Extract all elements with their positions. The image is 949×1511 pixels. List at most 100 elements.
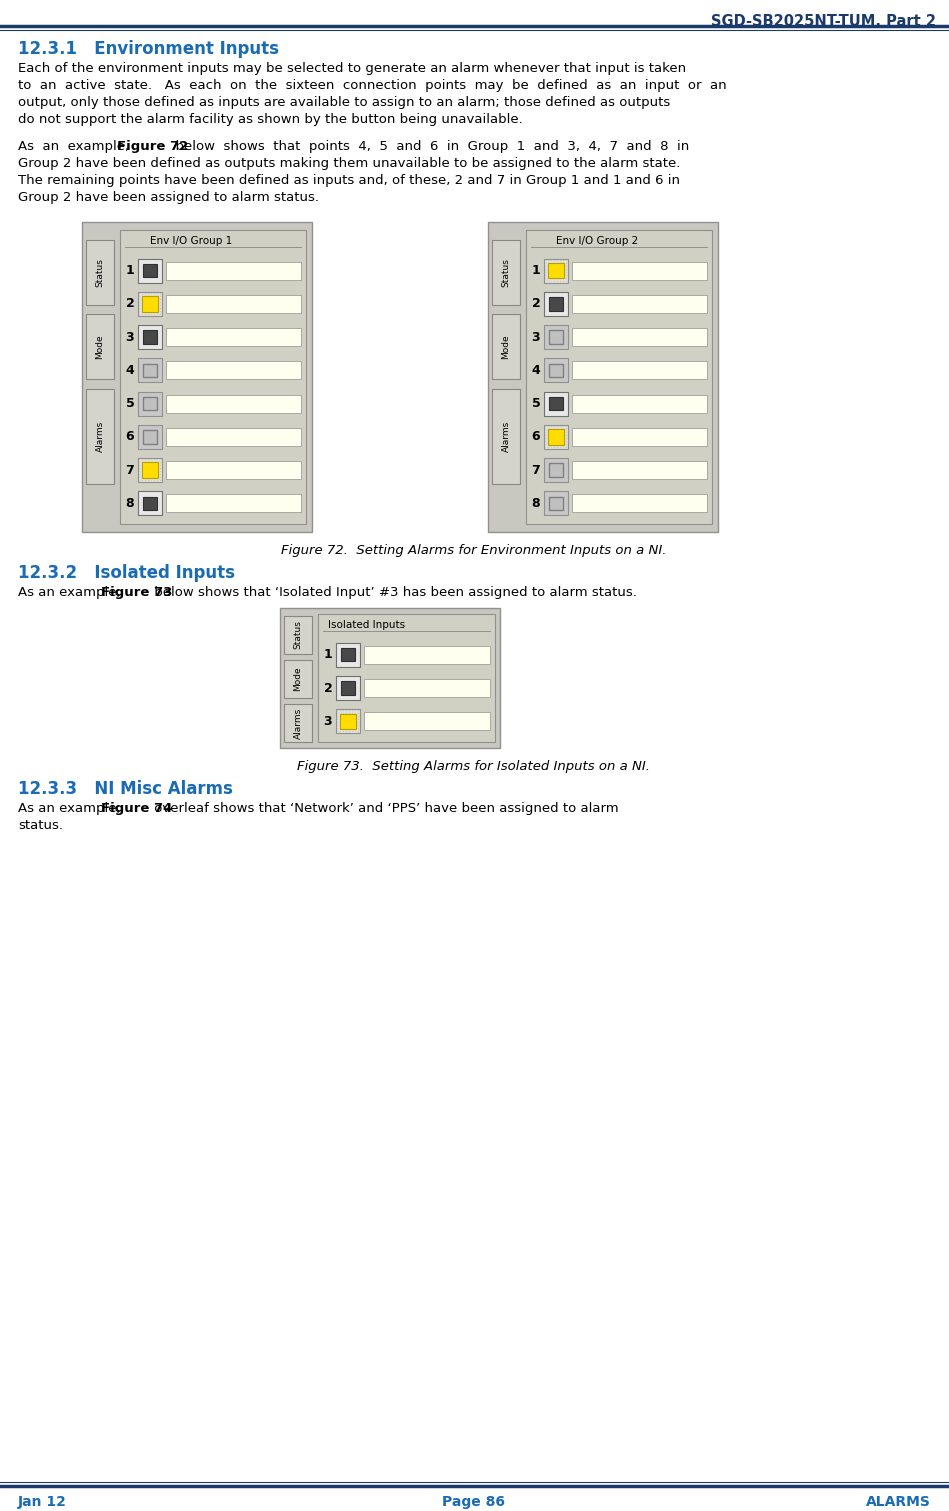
FancyBboxPatch shape [544,325,568,349]
Text: Figure 74: Figure 74 [101,802,172,814]
FancyBboxPatch shape [549,364,563,378]
FancyBboxPatch shape [336,675,360,700]
FancyBboxPatch shape [284,704,312,742]
FancyBboxPatch shape [544,258,568,283]
FancyBboxPatch shape [364,678,490,697]
Text: Group 2 have been defined as outputs making them unavailable to be assigned to t: Group 2 have been defined as outputs mak… [18,157,680,171]
FancyBboxPatch shape [86,240,114,305]
Text: 6: 6 [531,431,540,443]
FancyBboxPatch shape [86,314,114,379]
FancyBboxPatch shape [166,394,301,413]
Text: ALARMS: ALARMS [866,1494,931,1509]
FancyBboxPatch shape [138,391,162,416]
Text: 5: 5 [125,397,135,409]
FancyBboxPatch shape [86,388,114,484]
Text: 4: 4 [531,364,540,376]
Text: 2: 2 [125,298,135,310]
Text: 2: 2 [531,298,540,310]
FancyBboxPatch shape [544,425,568,449]
FancyBboxPatch shape [336,709,360,733]
FancyBboxPatch shape [138,325,162,349]
FancyBboxPatch shape [572,428,707,446]
FancyBboxPatch shape [572,494,707,512]
FancyBboxPatch shape [549,331,563,345]
Text: 12.3.1   Environment Inputs: 12.3.1 Environment Inputs [18,39,279,57]
Text: 6: 6 [125,431,135,443]
FancyBboxPatch shape [138,292,162,316]
FancyBboxPatch shape [166,295,301,313]
FancyBboxPatch shape [549,497,563,511]
FancyBboxPatch shape [341,713,356,728]
Text: 7: 7 [125,464,135,476]
Text: As an example,: As an example, [18,586,125,598]
FancyBboxPatch shape [284,616,312,654]
FancyBboxPatch shape [138,425,162,449]
FancyBboxPatch shape [549,397,563,411]
FancyBboxPatch shape [492,314,520,379]
Text: Isolated Inputs: Isolated Inputs [328,620,405,630]
FancyBboxPatch shape [336,642,360,666]
FancyBboxPatch shape [342,648,355,662]
Text: below shows that ‘Isolated Input’ #3 has been assigned to alarm status.: below shows that ‘Isolated Input’ #3 has… [151,586,638,598]
FancyBboxPatch shape [572,328,707,346]
FancyBboxPatch shape [143,264,157,278]
Text: Status: Status [96,258,104,287]
Text: Figure 73.  Setting Alarms for Isolated Inputs on a NI.: Figure 73. Setting Alarms for Isolated I… [297,760,650,774]
FancyBboxPatch shape [572,394,707,413]
FancyBboxPatch shape [549,298,563,311]
FancyBboxPatch shape [572,295,707,313]
FancyBboxPatch shape [143,364,157,378]
Text: Figure 73: Figure 73 [101,586,172,598]
FancyBboxPatch shape [143,397,157,411]
Text: overleaf shows that ‘Network’ and ‘PPS’ have been assigned to alarm: overleaf shows that ‘Network’ and ‘PPS’ … [151,802,619,814]
FancyBboxPatch shape [549,263,564,278]
FancyBboxPatch shape [544,491,568,515]
FancyBboxPatch shape [143,497,157,511]
FancyBboxPatch shape [544,391,568,416]
Text: output, only those defined as inputs are available to assign to an alarm; those : output, only those defined as inputs are… [18,97,670,109]
Text: Figure 72.  Setting Alarms for Environment Inputs on a NI.: Figure 72. Setting Alarms for Environmen… [281,544,667,558]
FancyBboxPatch shape [572,261,707,280]
Text: 7: 7 [531,464,540,476]
Text: The remaining points have been defined as inputs and, of these, 2 and 7 in Group: The remaining points have been defined a… [18,174,680,187]
FancyBboxPatch shape [138,358,162,382]
FancyBboxPatch shape [166,261,301,280]
FancyBboxPatch shape [572,461,707,479]
Text: Figure 72: Figure 72 [118,141,189,153]
Text: to  an  active  state.   As  each  on  the  sixteen  connection  points  may  be: to an active state. As each on the sixte… [18,79,727,92]
FancyBboxPatch shape [138,491,162,515]
Text: 12.3.3   NI Misc Alarms: 12.3.3 NI Misc Alarms [18,780,233,798]
FancyBboxPatch shape [544,458,568,482]
Text: 5: 5 [531,397,540,409]
FancyBboxPatch shape [549,429,564,444]
FancyBboxPatch shape [364,645,490,663]
Text: 3: 3 [125,331,135,343]
Text: below  shows  that  points  4,  5  and  6  in  Group  1  and  3,  4,  7  and  8 : below shows that points 4, 5 and 6 in Gr… [167,141,689,153]
FancyBboxPatch shape [492,388,520,484]
Text: As an example,: As an example, [18,802,125,814]
Text: 3: 3 [324,715,332,728]
FancyBboxPatch shape [138,458,162,482]
FancyBboxPatch shape [166,461,301,479]
Text: Alarms: Alarms [501,422,511,452]
FancyBboxPatch shape [166,361,301,379]
FancyBboxPatch shape [318,613,495,742]
FancyBboxPatch shape [142,296,158,311]
Text: do not support the alarm facility as shown by the button being unavailable.: do not support the alarm facility as sho… [18,113,523,125]
FancyBboxPatch shape [544,358,568,382]
FancyBboxPatch shape [82,222,312,532]
FancyBboxPatch shape [166,328,301,346]
Text: 1: 1 [324,648,332,662]
FancyBboxPatch shape [488,222,718,532]
Text: Alarms: Alarms [96,422,104,452]
FancyBboxPatch shape [572,361,707,379]
Text: Env I/O Group 2: Env I/O Group 2 [556,236,639,246]
FancyBboxPatch shape [142,462,158,477]
FancyBboxPatch shape [526,230,712,524]
FancyBboxPatch shape [342,681,355,695]
Text: Status: Status [293,621,303,650]
Text: 3: 3 [531,331,540,343]
FancyBboxPatch shape [492,240,520,305]
Text: Each of the environment inputs may be selected to generate an alarm whenever tha: Each of the environment inputs may be se… [18,62,686,76]
Text: As  an  example,: As an example, [18,141,138,153]
